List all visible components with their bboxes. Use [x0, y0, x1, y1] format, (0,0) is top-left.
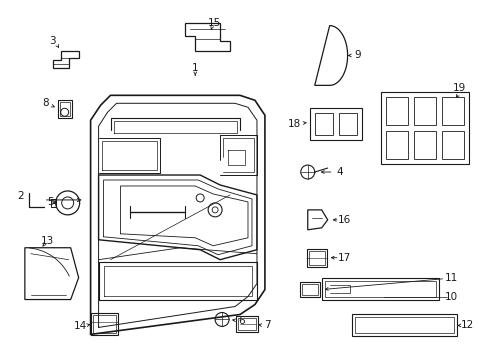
Text: 6: 6: [239, 316, 245, 327]
Bar: [355, 318, 454, 333]
Text: 7: 7: [265, 320, 271, 330]
Bar: [442, 131, 464, 159]
Text: 18: 18: [288, 119, 301, 129]
Text: 2: 2: [18, 191, 24, 201]
Text: 10: 10: [444, 292, 458, 302]
Text: 9: 9: [354, 50, 361, 60]
Text: 1: 1: [192, 63, 198, 73]
Bar: [60, 102, 70, 116]
Bar: [322, 278, 439, 300]
Text: 12: 12: [461, 320, 474, 330]
Bar: [58, 100, 72, 118]
Bar: [236, 316, 258, 332]
Text: 14: 14: [74, 321, 87, 332]
Bar: [238, 319, 256, 330]
Bar: [310, 108, 362, 140]
Text: 13: 13: [41, 236, 54, 246]
Bar: [93, 315, 117, 333]
Bar: [415, 97, 436, 125]
Bar: [309, 251, 325, 265]
Text: 8: 8: [43, 98, 49, 108]
Text: 3: 3: [49, 36, 56, 46]
Bar: [51, 199, 56, 207]
Bar: [382, 92, 469, 164]
Bar: [315, 113, 333, 135]
Bar: [325, 280, 436, 297]
Text: 4: 4: [336, 167, 343, 177]
Bar: [307, 249, 327, 267]
Text: 5: 5: [48, 197, 54, 207]
Bar: [387, 131, 408, 159]
Bar: [442, 97, 464, 125]
Bar: [352, 315, 457, 336]
Text: 15: 15: [207, 18, 220, 28]
Bar: [415, 131, 436, 159]
Text: 19: 19: [453, 84, 466, 93]
Bar: [91, 314, 119, 336]
Text: 17: 17: [338, 253, 351, 263]
Text: 16: 16: [338, 215, 351, 225]
Bar: [300, 282, 319, 297]
Bar: [339, 113, 357, 135]
Bar: [302, 284, 318, 294]
Text: 11: 11: [444, 273, 458, 283]
Bar: [387, 97, 408, 125]
